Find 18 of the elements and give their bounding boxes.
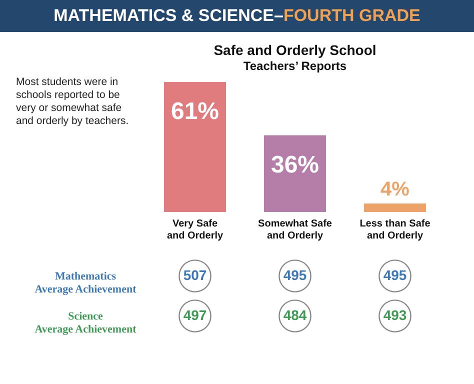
data-label: 495	[283, 267, 307, 283]
y-tick-label: Science Average Achievement	[34, 310, 137, 336]
data-label: 4%	[380, 178, 410, 200]
chart-title: Safe and Orderly School	[214, 42, 376, 58]
chart-subtitle: Teachers’ Reports	[243, 59, 347, 73]
x-tick-label: Somewhat Safe and Orderly	[258, 218, 332, 242]
data-label: 36%	[270, 151, 320, 178]
text: Most students were in schools reported to be very or somewhat safe and orderly by teachers.	[16, 76, 130, 128]
data-label: 507	[183, 267, 207, 283]
x-tick-label: Less than Safe and Orderly	[360, 218, 431, 242]
data-label: 61%	[170, 98, 220, 125]
data-label: 493	[383, 307, 407, 323]
data-label: 495	[383, 267, 407, 283]
data-label: 484	[283, 307, 307, 323]
y-tick-label: Mathematics Average Achievement	[34, 270, 137, 296]
data-label: 497	[183, 307, 207, 323]
text: MATHEMATICS & SCIENCE–FOURTH GRADE	[0, 0, 474, 32]
x-tick-label: Very Safe and Orderly	[166, 218, 224, 242]
